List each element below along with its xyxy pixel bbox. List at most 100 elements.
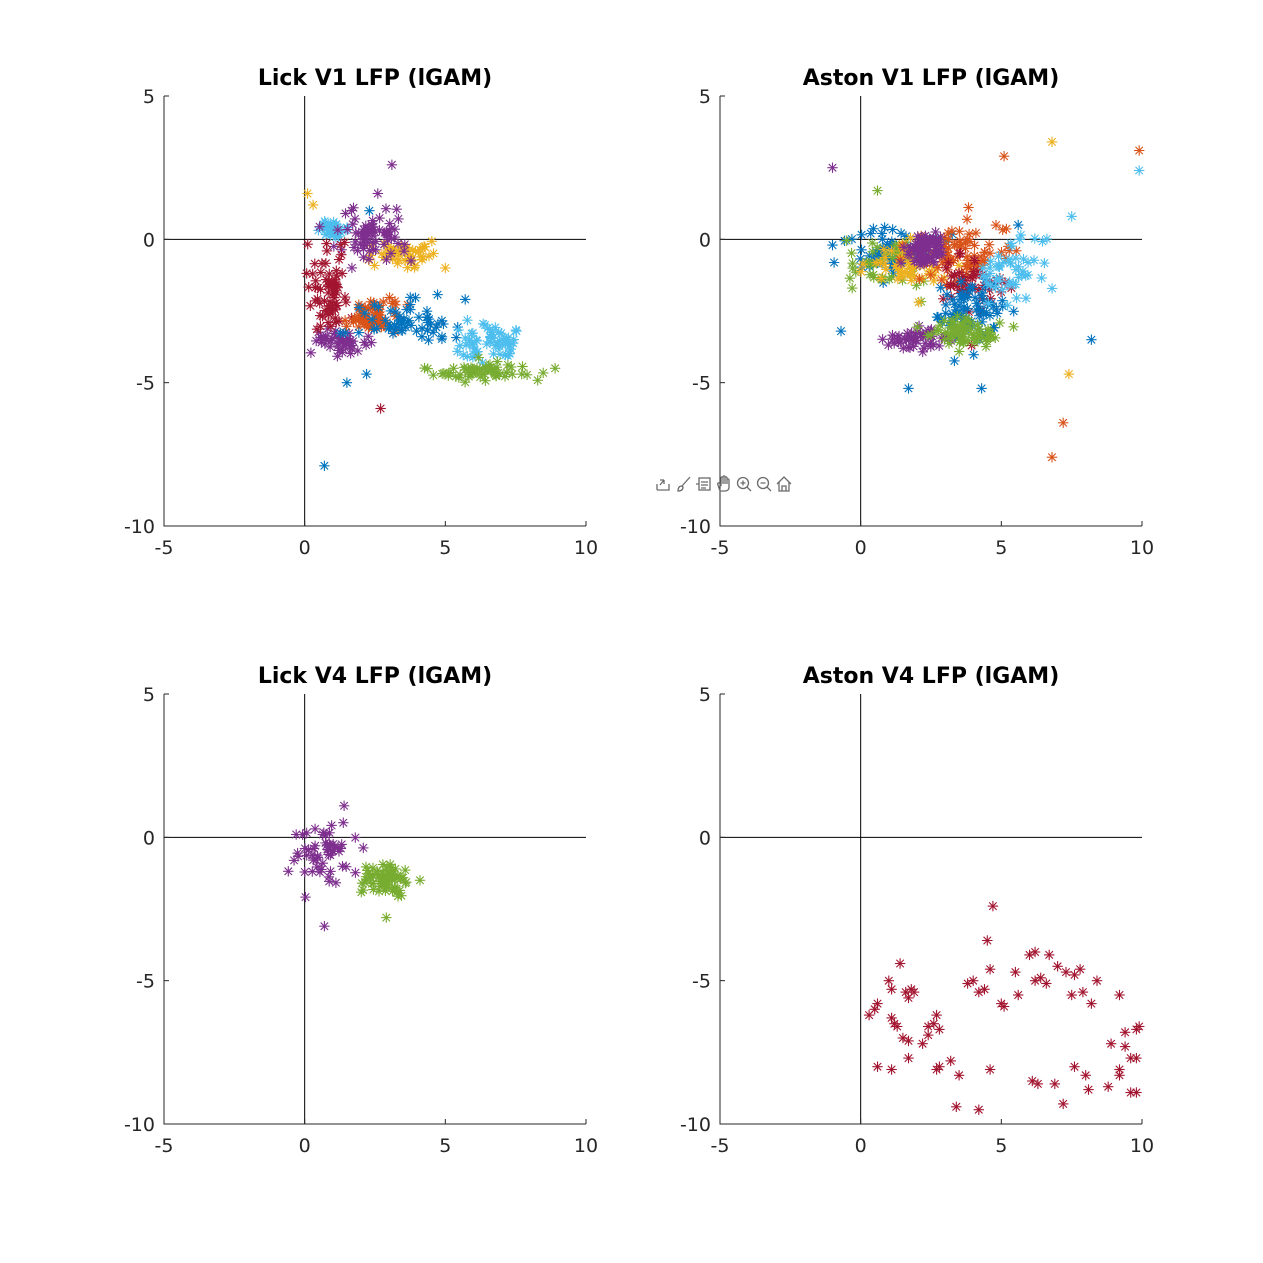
x-tick-label: 5 bbox=[439, 1135, 451, 1157]
data-point bbox=[321, 238, 332, 249]
data-point bbox=[460, 294, 471, 305]
data-point bbox=[370, 244, 381, 256]
data-point bbox=[1022, 257, 1034, 268]
axis-lines bbox=[719, 694, 1142, 1125]
data-point bbox=[1027, 1075, 1038, 1087]
data-point bbox=[895, 254, 906, 265]
data-point bbox=[913, 297, 924, 308]
x-tick-label: 0 bbox=[855, 537, 867, 559]
data-point bbox=[1119, 1041, 1131, 1052]
export-icon[interactable] bbox=[656, 479, 670, 491]
data-point bbox=[516, 368, 527, 380]
data-point bbox=[314, 221, 325, 232]
data-point bbox=[963, 228, 975, 240]
datatip-icon[interactable] bbox=[696, 477, 711, 491]
data-point bbox=[883, 975, 894, 986]
data-point bbox=[940, 308, 951, 319]
data-point bbox=[903, 1035, 914, 1047]
data-point bbox=[414, 875, 426, 886]
home-icon[interactable] bbox=[776, 476, 792, 492]
data-point bbox=[1069, 1061, 1080, 1072]
data-point bbox=[984, 1064, 996, 1075]
data-point bbox=[387, 298, 398, 309]
data-point bbox=[1049, 1078, 1061, 1090]
data-point bbox=[827, 162, 838, 173]
data-point bbox=[934, 340, 945, 352]
data-point bbox=[341, 377, 353, 388]
data-point bbox=[303, 281, 314, 293]
data-point bbox=[410, 292, 421, 303]
zoom-out-icon[interactable] bbox=[756, 476, 772, 492]
data-point bbox=[492, 356, 503, 367]
data-point bbox=[963, 202, 974, 213]
data-point bbox=[935, 282, 946, 293]
data-point bbox=[339, 291, 351, 303]
data-point bbox=[323, 308, 334, 319]
data-point bbox=[923, 1029, 934, 1041]
data-point bbox=[416, 254, 428, 265]
y-tick-label: -5 bbox=[692, 971, 711, 993]
data-point bbox=[953, 300, 965, 312]
x-tick-label: 10 bbox=[1130, 537, 1154, 559]
data-point bbox=[311, 335, 322, 347]
data-point bbox=[1041, 233, 1053, 245]
brush-icon[interactable] bbox=[677, 476, 691, 492]
data-point bbox=[870, 257, 882, 268]
x-tick-label: 10 bbox=[1130, 1135, 1154, 1157]
data-point bbox=[360, 861, 372, 873]
data-point bbox=[372, 188, 383, 199]
zoom-in-icon[interactable] bbox=[736, 476, 752, 492]
data-point bbox=[358, 842, 369, 854]
data-point bbox=[943, 234, 954, 246]
data-point bbox=[905, 232, 916, 244]
data-point bbox=[306, 849, 318, 861]
data-point bbox=[973, 1104, 984, 1115]
data-point bbox=[997, 284, 1008, 295]
data-point bbox=[319, 921, 330, 932]
data-point bbox=[1011, 292, 1022, 304]
data-point bbox=[373, 309, 385, 320]
data-point bbox=[933, 237, 944, 248]
axis-lines bbox=[163, 694, 586, 1125]
data-point bbox=[948, 279, 959, 291]
y-tick-label: 5 bbox=[699, 684, 711, 706]
data-point bbox=[865, 228, 876, 239]
data-point bbox=[381, 254, 392, 265]
data-point bbox=[458, 349, 469, 361]
data-point bbox=[502, 359, 514, 371]
data-point bbox=[895, 257, 907, 269]
data-point bbox=[315, 267, 326, 278]
data-point bbox=[872, 185, 883, 196]
data-point bbox=[855, 266, 867, 277]
pan-icon[interactable] bbox=[717, 475, 730, 492]
data-point bbox=[1131, 1052, 1142, 1064]
data-point bbox=[350, 832, 361, 843]
x-tick-label: -5 bbox=[711, 537, 730, 559]
data-point bbox=[914, 273, 925, 285]
data-point bbox=[930, 226, 941, 238]
data-point bbox=[962, 303, 973, 314]
x-tick-label: 5 bbox=[995, 1135, 1007, 1157]
data-point bbox=[835, 325, 847, 337]
data-point bbox=[391, 322, 402, 333]
data-point bbox=[906, 264, 917, 275]
data-point bbox=[1066, 211, 1077, 222]
data-point bbox=[953, 1070, 965, 1081]
data-point bbox=[1131, 1087, 1142, 1098]
data-point bbox=[322, 844, 334, 855]
data-point bbox=[1046, 136, 1058, 148]
data-point bbox=[977, 263, 989, 274]
data-point bbox=[922, 253, 934, 265]
data-point bbox=[987, 900, 999, 912]
data-point bbox=[939, 315, 950, 326]
data-point bbox=[946, 321, 958, 332]
data-point bbox=[879, 259, 891, 270]
data-point bbox=[880, 252, 891, 263]
data-point bbox=[349, 213, 361, 225]
data-point bbox=[918, 343, 930, 354]
data-point bbox=[350, 227, 361, 239]
axes-toolbar[interactable] bbox=[654, 474, 794, 494]
data-point bbox=[1010, 252, 1021, 264]
data-point bbox=[462, 315, 473, 326]
x-tick-label: 5 bbox=[995, 537, 1007, 559]
